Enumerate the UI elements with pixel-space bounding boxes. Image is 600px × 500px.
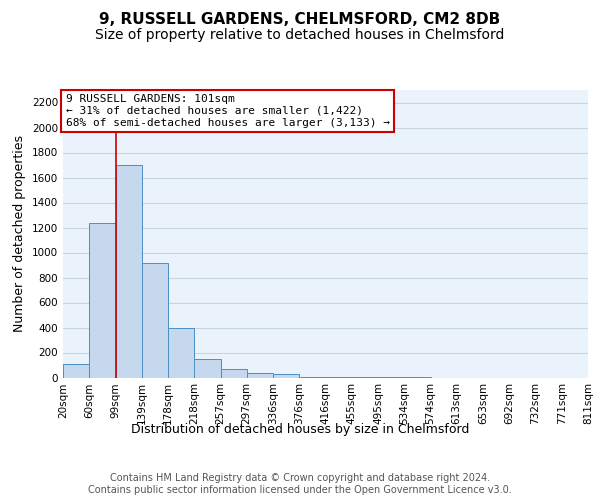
Text: Contains HM Land Registry data © Crown copyright and database right 2024.
Contai: Contains HM Land Registry data © Crown c… — [88, 474, 512, 495]
Bar — [299, 377, 325, 378]
Bar — [63, 364, 89, 378]
Bar — [142, 262, 168, 378]
Bar — [273, 374, 299, 378]
Text: 9 RUSSELL GARDENS: 101sqm
← 31% of detached houses are smaller (1,422)
68% of se: 9 RUSSELL GARDENS: 101sqm ← 31% of detac… — [65, 94, 389, 128]
Text: Distribution of detached houses by size in Chelmsford: Distribution of detached houses by size … — [131, 422, 469, 436]
Bar — [115, 165, 142, 378]
Bar — [168, 328, 194, 378]
Bar — [89, 222, 115, 378]
Bar — [221, 370, 247, 378]
Bar — [194, 359, 221, 378]
Text: Size of property relative to detached houses in Chelmsford: Size of property relative to detached ho… — [95, 28, 505, 42]
Text: 9, RUSSELL GARDENS, CHELMSFORD, CM2 8DB: 9, RUSSELL GARDENS, CHELMSFORD, CM2 8DB — [100, 12, 500, 28]
Bar — [247, 373, 273, 378]
Y-axis label: Number of detached properties: Number of detached properties — [13, 135, 26, 332]
